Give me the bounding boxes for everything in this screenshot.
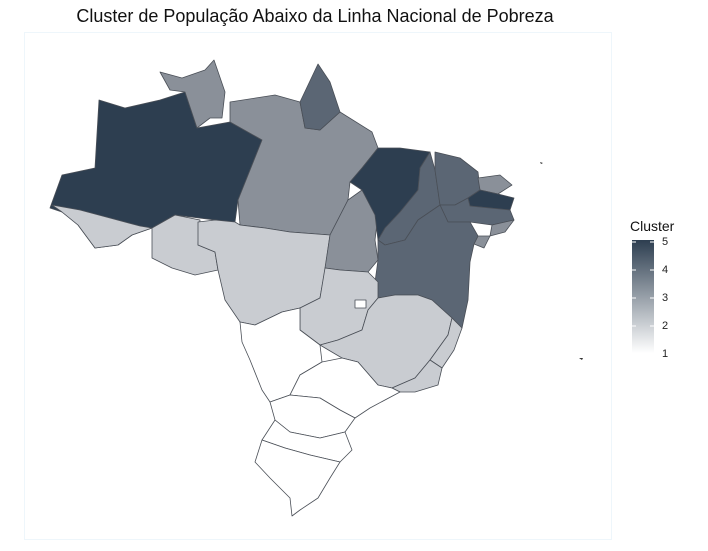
legend-tick-marks	[632, 241, 654, 327]
legend: Cluster 5 4 3 2 1	[630, 218, 700, 360]
state-amapa	[299, 63, 341, 131]
legend-colorbar	[632, 240, 654, 353]
legend-tick-label: 3	[662, 292, 669, 304]
plot-panel	[24, 32, 612, 540]
legend-tick-label: 1	[662, 348, 669, 360]
state-rio-grande-do-norte	[477, 174, 513, 195]
state-rio-grande-do-sul	[254, 439, 341, 517]
state-acre	[51, 204, 153, 249]
legend-title: Cluster	[630, 218, 675, 234]
legend-tick-label: 5	[662, 236, 669, 248]
island-marker	[540, 162, 543, 164]
island-marker	[579, 358, 583, 360]
state-roraima	[159, 59, 226, 129]
map-title: Cluster de População Abaixo da Linha Nac…	[76, 6, 554, 26]
state-distrito-federal	[354, 299, 367, 309]
state-alagoas	[489, 219, 515, 237]
legend-tick-label: 4	[662, 264, 669, 276]
legend-tick-label: 2	[662, 320, 669, 332]
